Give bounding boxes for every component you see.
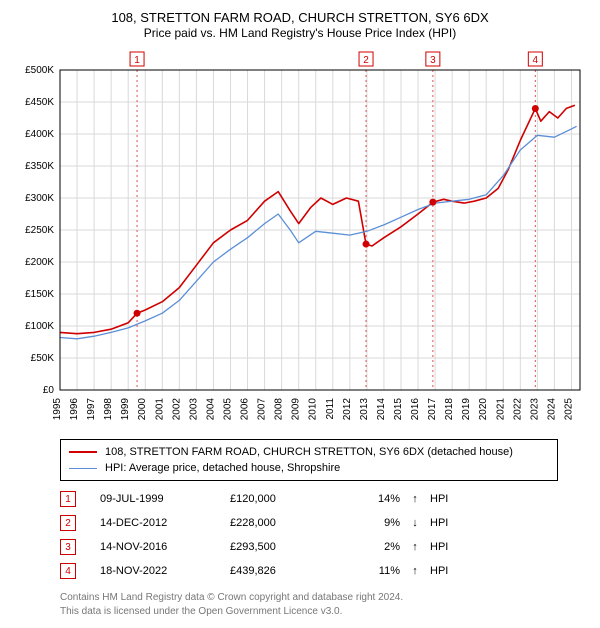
x-tick-label: 1995 [52, 398, 63, 421]
x-tick-label: 2019 [461, 398, 472, 421]
sale-hpi-suffix: HPI [430, 517, 490, 529]
y-tick-label: £0 [43, 385, 55, 396]
sale-date: 14-DEC-2012 [100, 517, 230, 529]
footer: Contains HM Land Registry data © Crown c… [60, 591, 540, 618]
y-tick-label: £150K [25, 289, 54, 300]
sale-row: 3 14-NOV-2016£293,5002%↑HPI [60, 535, 540, 559]
y-tick-label: £200K [25, 257, 54, 268]
sale-marker: 4 [60, 563, 100, 579]
y-tick-label: £450K [25, 97, 54, 108]
x-tick-label: 2010 [308, 398, 319, 421]
y-tick-label: £100K [25, 321, 54, 332]
sale-arrow-icon: ↑ [400, 565, 430, 577]
sale-row: 4 18-NOV-2022£439,82611%↑HPI [60, 559, 540, 583]
legend: 108, STRETTON FARM ROAD, CHURCH STRETTON… [60, 439, 558, 481]
sale-marker: 1 [60, 491, 100, 507]
x-tick-label: 2012 [342, 398, 353, 421]
x-tick-label: 1997 [86, 398, 97, 421]
sale-hpi-suffix: HPI [430, 565, 490, 577]
x-tick-label: 1998 [103, 398, 114, 421]
x-tick-label: 2017 [427, 398, 438, 421]
sale-dot [134, 310, 141, 317]
x-tick-label: 2009 [291, 398, 302, 421]
x-tick-label: 2022 [512, 398, 523, 421]
sale-hpi-suffix: HPI [430, 493, 490, 505]
page-root: 108, STRETTON FARM ROAD, CHURCH STRETTON… [0, 0, 600, 628]
sale-date: 18-NOV-2022 [100, 565, 230, 577]
sale-marker: 3 [60, 539, 100, 555]
sale-marker-box: 2 [60, 515, 76, 531]
sale-price: £439,826 [230, 565, 340, 577]
sale-date: 09-JUL-1999 [100, 493, 230, 505]
x-tick-label: 2023 [529, 398, 540, 421]
sale-arrow-icon: ↓ [400, 517, 430, 529]
x-tick-label: 2006 [240, 398, 251, 421]
sale-pct: 11% [340, 565, 400, 577]
x-tick-label: 2008 [274, 398, 285, 421]
chart: £0 £50K £100K £150K £200K £250K £300K £350K £400… [10, 46, 590, 431]
legend-label: 108, STRETTON FARM ROAD, CHURCH STRETTON… [105, 446, 513, 458]
title-address: 108, STRETTON FARM ROAD, CHURCH STRETTON… [10, 10, 590, 25]
sale-marker-number: 3 [430, 55, 436, 66]
x-tick-label: 2021 [495, 398, 506, 421]
x-tick-label: 2011 [325, 398, 336, 420]
legend-swatch [69, 468, 97, 469]
sale-dot [363, 241, 370, 248]
sale-date: 14-NOV-2016 [100, 541, 230, 553]
sale-pct: 9% [340, 517, 400, 529]
sale-marker-number: 2 [363, 55, 369, 66]
sale-price: £293,500 [230, 541, 340, 553]
sale-pct: 2% [340, 541, 400, 553]
x-tick-label: 2018 [444, 398, 455, 421]
y-tick-label: £400K [25, 129, 54, 140]
footer-line-2: This data is licensed under the Open Gov… [60, 605, 540, 619]
sale-marker-box: 3 [60, 539, 76, 555]
sales-table: 109-JUL-1999£120,00014%↑HPI214-DEC-2012£… [60, 487, 540, 583]
legend-swatch [69, 451, 97, 453]
x-tick-label: 2001 [154, 398, 165, 421]
y-tick-label: £300K [25, 193, 54, 204]
sale-marker: 2 [60, 515, 100, 531]
sale-dot [532, 105, 539, 112]
sale-marker-box: 4 [60, 563, 76, 579]
x-tick-label: 1999 [120, 398, 131, 421]
y-tick-label: £50K [31, 353, 55, 364]
x-tick-label: 2007 [257, 398, 268, 421]
sale-dot [429, 199, 436, 206]
x-tick-label: 2003 [188, 398, 199, 421]
x-tick-label: 2024 [546, 398, 557, 421]
x-tick-label: 2020 [478, 398, 489, 421]
x-tick-label: 1996 [69, 398, 80, 421]
sale-marker-number: 4 [533, 55, 539, 66]
x-tick-label: 2004 [205, 398, 216, 421]
x-tick-label: 2016 [410, 398, 421, 421]
sale-price: £228,000 [230, 517, 340, 529]
sale-price: £120,000 [230, 493, 340, 505]
sale-marker-box: 1 [60, 491, 76, 507]
x-tick-label: 2002 [171, 398, 182, 421]
x-tick-label: 2005 [222, 398, 233, 421]
sale-hpi-suffix: HPI [430, 541, 490, 553]
y-tick-label: £500K [25, 65, 54, 76]
chart-svg: £0 £50K £100K £150K £200K £250K £300K £350K £400… [10, 46, 590, 426]
x-tick-label: 2025 [563, 398, 574, 421]
sale-row: 1 09-JUL-1999£120,00014%↑HPI [60, 487, 540, 511]
legend-row: 108, STRETTON FARM ROAD, CHURCH STRETTON… [69, 444, 549, 460]
title-subtitle: Price paid vs. HM Land Registry's House … [10, 26, 590, 40]
x-tick-label: 2013 [359, 398, 370, 421]
y-tick-label: £250K [25, 225, 54, 236]
x-tick-label: 2000 [137, 398, 148, 421]
x-tick-label: 2015 [393, 398, 404, 421]
legend-row: HPI: Average price, detached house, Shro… [69, 460, 549, 476]
sale-arrow-icon: ↑ [400, 493, 430, 505]
sale-arrow-icon: ↑ [400, 541, 430, 553]
sale-marker-number: 1 [134, 55, 140, 66]
x-tick-label: 2014 [376, 398, 387, 421]
sale-pct: 14% [340, 493, 400, 505]
legend-label: HPI: Average price, detached house, Shro… [105, 462, 340, 474]
y-tick-label: £350K [25, 161, 54, 172]
footer-line-1: Contains HM Land Registry data © Crown c… [60, 591, 540, 605]
title-block: 108, STRETTON FARM ROAD, CHURCH STRETTON… [10, 10, 590, 40]
sale-row: 2 14-DEC-2012£228,0009%↓HPI [60, 511, 540, 535]
